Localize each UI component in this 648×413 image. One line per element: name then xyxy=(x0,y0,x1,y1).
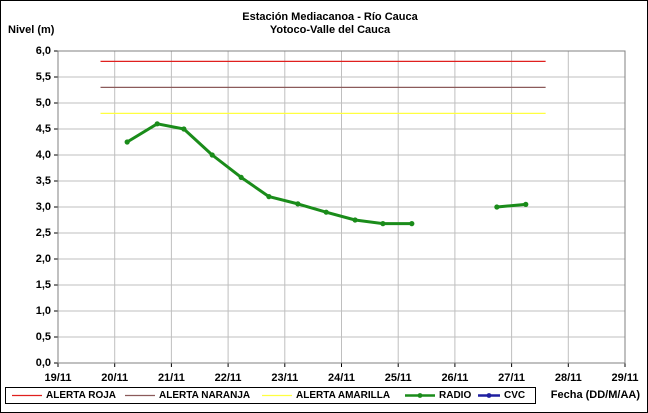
point xyxy=(523,201,529,207)
x-tick-label: 25/11 xyxy=(385,372,412,384)
y-tick-label: 5,0 xyxy=(36,97,51,109)
y-tick-label: 0,5 xyxy=(36,331,51,343)
y-tick-label: 4,5 xyxy=(36,123,51,135)
legend-label: ALERTA NARANJA xyxy=(159,390,250,401)
point xyxy=(238,174,244,180)
legend-marker xyxy=(486,393,492,398)
x-tick-label: 24/11 xyxy=(328,372,355,384)
legend-label: RADIO xyxy=(439,390,471,401)
point xyxy=(209,152,215,158)
x-axis-label: Fecha (DD/M/AA) xyxy=(551,389,641,401)
point xyxy=(380,221,386,227)
y-tick-label: 6,0 xyxy=(36,45,51,57)
point xyxy=(154,121,160,127)
chart-subtitle: Yotoco-Valle del Cauca xyxy=(270,24,391,36)
point xyxy=(266,194,272,200)
point xyxy=(295,201,301,207)
x-tick-label: 29/11 xyxy=(612,372,639,384)
x-tick-label: 21/11 xyxy=(158,372,185,384)
y-tick-label: 0,0 xyxy=(36,357,51,369)
y-tick-label: 1,5 xyxy=(36,279,51,291)
legend-marker xyxy=(417,393,423,398)
plot-frame xyxy=(57,50,626,364)
y-tick-label: 4,0 xyxy=(36,149,51,161)
point xyxy=(352,217,358,223)
y-tick-label: 3,5 xyxy=(36,175,51,187)
y-tick-label: 2,5 xyxy=(36,227,51,239)
y-tick-label: 1,0 xyxy=(36,305,51,317)
point xyxy=(323,209,329,215)
y-tick-label: 2,0 xyxy=(36,253,51,265)
legend-label: ALERTA ROJA xyxy=(46,390,116,401)
x-tick-label: 28/11 xyxy=(555,372,582,384)
x-tick-label: 26/11 xyxy=(441,372,468,384)
chart-title: Estación Mediacanoa - Río Cauca xyxy=(242,11,418,23)
y-tick-label: 5,5 xyxy=(36,71,51,83)
x-tick-label: 20/11 xyxy=(101,372,128,384)
point xyxy=(181,126,187,132)
x-tick-label: 22/11 xyxy=(215,372,242,384)
point xyxy=(494,204,500,210)
series-line xyxy=(496,202,526,209)
x-tick-label: 19/11 xyxy=(45,372,72,384)
point xyxy=(124,139,130,145)
point xyxy=(409,221,415,227)
y-axis-label: Nivel (m) xyxy=(8,24,55,36)
x-tick-label: 23/11 xyxy=(271,372,298,384)
y-tick-label: 3,0 xyxy=(36,201,51,213)
x-tick-label: 27/11 xyxy=(498,372,525,384)
legend-label: ALERTA AMARILLA xyxy=(296,390,390,401)
legend-label: CVC xyxy=(504,390,525,401)
